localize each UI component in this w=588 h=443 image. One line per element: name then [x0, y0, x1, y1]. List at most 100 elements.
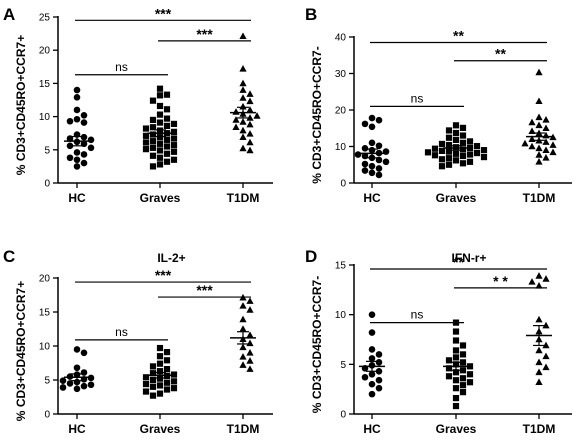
data-point: [368, 114, 376, 122]
data-point: [549, 141, 557, 148]
data-point: [452, 402, 460, 410]
data-point: [246, 306, 254, 313]
data-point: [239, 325, 247, 332]
data-point: [142, 146, 150, 153]
data-point: [170, 120, 178, 128]
data-point: [246, 90, 254, 97]
data-point: [375, 142, 383, 150]
data-point: [73, 149, 81, 156]
data-point: [521, 139, 529, 147]
data-point: [156, 154, 164, 161]
y-tick-label: 0: [340, 179, 346, 190]
data-point: [445, 365, 453, 372]
data-point: [59, 377, 67, 384]
data-point: [170, 378, 178, 385]
data-point: [375, 116, 383, 124]
data-point: [156, 140, 164, 147]
data-point: [466, 138, 474, 145]
panel-title: IFN-r+: [451, 251, 486, 265]
data-point: [239, 315, 247, 323]
data-point: [535, 158, 543, 165]
data-point: [73, 346, 81, 353]
data-point: [156, 360, 164, 367]
data-point: [459, 375, 467, 382]
data-point: [535, 282, 543, 289]
data-point: [232, 123, 240, 131]
y-axis-label: % CD3+CD45RO+CCR7-: [310, 46, 324, 183]
y-tick-label: 0: [44, 179, 50, 190]
data-point: [424, 149, 432, 156]
data-point: [354, 151, 362, 158]
data-point: [156, 134, 164, 141]
panel-d: D IFN-r+ % CD3+CD45RO+CCR7- 0 5 10 15 HC Graves T…: [305, 247, 572, 436]
data-point: [170, 148, 178, 155]
data-point: [466, 151, 474, 158]
data-point: [163, 379, 171, 386]
data-point: [445, 148, 453, 155]
data-point: [239, 94, 247, 101]
data-point: [445, 141, 453, 149]
data-point: [452, 122, 460, 129]
data-point: [156, 85, 164, 92]
y-tick-label: 0: [340, 410, 346, 421]
data-point: [66, 154, 74, 162]
data-point: [66, 117, 74, 125]
data-point: [163, 122, 171, 129]
significance-label: ns: [411, 91, 424, 105]
significance-label: **: [453, 27, 464, 43]
data-point: [452, 136, 460, 144]
data-point: [163, 150, 171, 157]
data-point: [375, 367, 383, 375]
data-point: [452, 129, 460, 137]
data-point: [149, 163, 157, 170]
data-point: [87, 136, 95, 144]
data-point: [473, 143, 481, 150]
data-point: [459, 152, 467, 160]
data-point: [445, 127, 453, 134]
data-point: [239, 353, 247, 360]
x-tick-label-graves: Graves: [436, 422, 477, 436]
significance-label: ***: [155, 267, 172, 283]
data-point: [535, 97, 543, 105]
data-point: [149, 392, 157, 399]
data-point: [80, 151, 88, 158]
data-point: [459, 124, 467, 131]
x-tick-label-hc: HC: [363, 191, 381, 205]
y-tick-label: 10: [335, 310, 347, 321]
data-point: [382, 158, 390, 166]
data-point: [239, 343, 247, 351]
y-axis-label: % CD3+CD45RO+CCR7+: [14, 281, 28, 421]
significance-label: ***: [196, 26, 213, 42]
x-tick-label-hc: HC: [363, 422, 381, 436]
data-point: [156, 102, 164, 110]
data-point: [542, 352, 550, 360]
data-point: [80, 369, 88, 376]
data-point: [142, 125, 150, 132]
data-point: [142, 388, 150, 395]
data-point: [239, 302, 247, 309]
data-point: [459, 359, 467, 366]
data-point: [452, 150, 460, 157]
data-point: [375, 384, 383, 392]
data-point: [445, 161, 453, 168]
data-point: [80, 382, 88, 390]
data-point: [149, 383, 157, 390]
data-point: [549, 148, 557, 156]
data-point: [239, 64, 247, 72]
data-point: [452, 337, 460, 344]
data-point: [361, 120, 369, 128]
data-point: [459, 351, 467, 358]
data-point: [156, 161, 164, 168]
data-point: [375, 351, 383, 358]
data-point: [149, 138, 157, 145]
data-point: [466, 371, 474, 378]
panel-a: A % CD3+CD45RO+CCR7+ 0 5 10 15 20 25 HC Graves T1D…: [3, 5, 273, 205]
data-point: [459, 139, 467, 146]
y-tick-label: 10: [39, 112, 51, 123]
data-point: [528, 127, 536, 134]
data-point: [542, 138, 550, 145]
data-point: [73, 86, 81, 94]
data-point: [528, 278, 536, 285]
data-point: [156, 368, 164, 375]
x-tick-label-t1dm: T1DM: [523, 422, 556, 436]
